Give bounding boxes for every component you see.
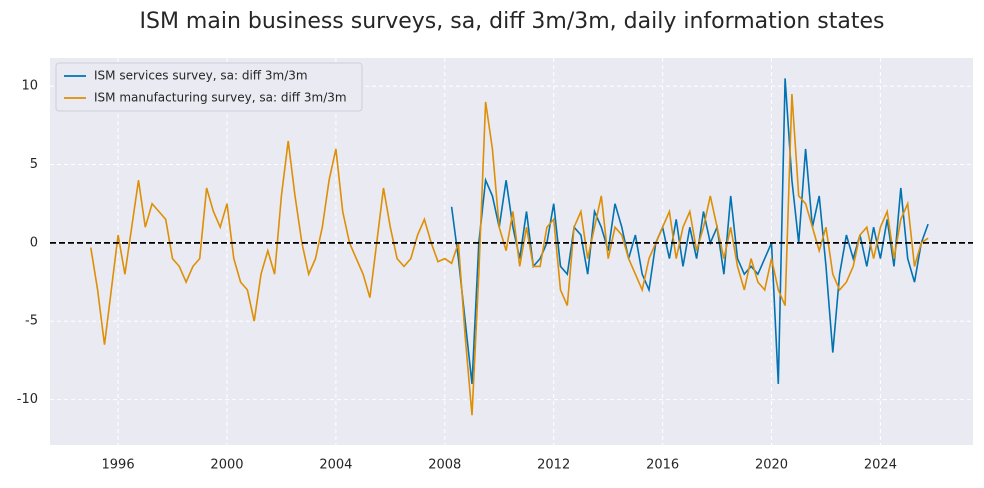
y-tick-label: 0 — [30, 235, 38, 250]
chart-title: ISM main business surveys, sa, diff 3m/3… — [140, 9, 885, 34]
x-tick-label: 2016 — [646, 458, 679, 473]
x-tick-label: 2004 — [319, 458, 352, 473]
x-tick-label: 2008 — [428, 458, 461, 473]
x-tick-label: 1996 — [102, 458, 135, 473]
x-tick-label: 2020 — [755, 458, 788, 473]
x-tick-label: 2012 — [537, 458, 570, 473]
series-line — [90, 93, 929, 416]
y-tick-label: 10 — [21, 79, 38, 94]
series-line — [450, 78, 929, 384]
x-tick-label: 2024 — [864, 458, 897, 473]
y-tick-label: 5 — [30, 157, 38, 172]
legend-label: ISM manufacturing survey, sa: diff 3m/3m — [94, 91, 347, 105]
plot-area — [50, 58, 973, 445]
legend-label: ISM services survey, sa: diff 3m/3m — [94, 69, 308, 83]
y-tick-label: -5 — [25, 314, 38, 329]
x-tick-label: 2000 — [210, 458, 243, 473]
legend-box — [55, 62, 363, 112]
y-tick-label: -10 — [17, 392, 38, 407]
